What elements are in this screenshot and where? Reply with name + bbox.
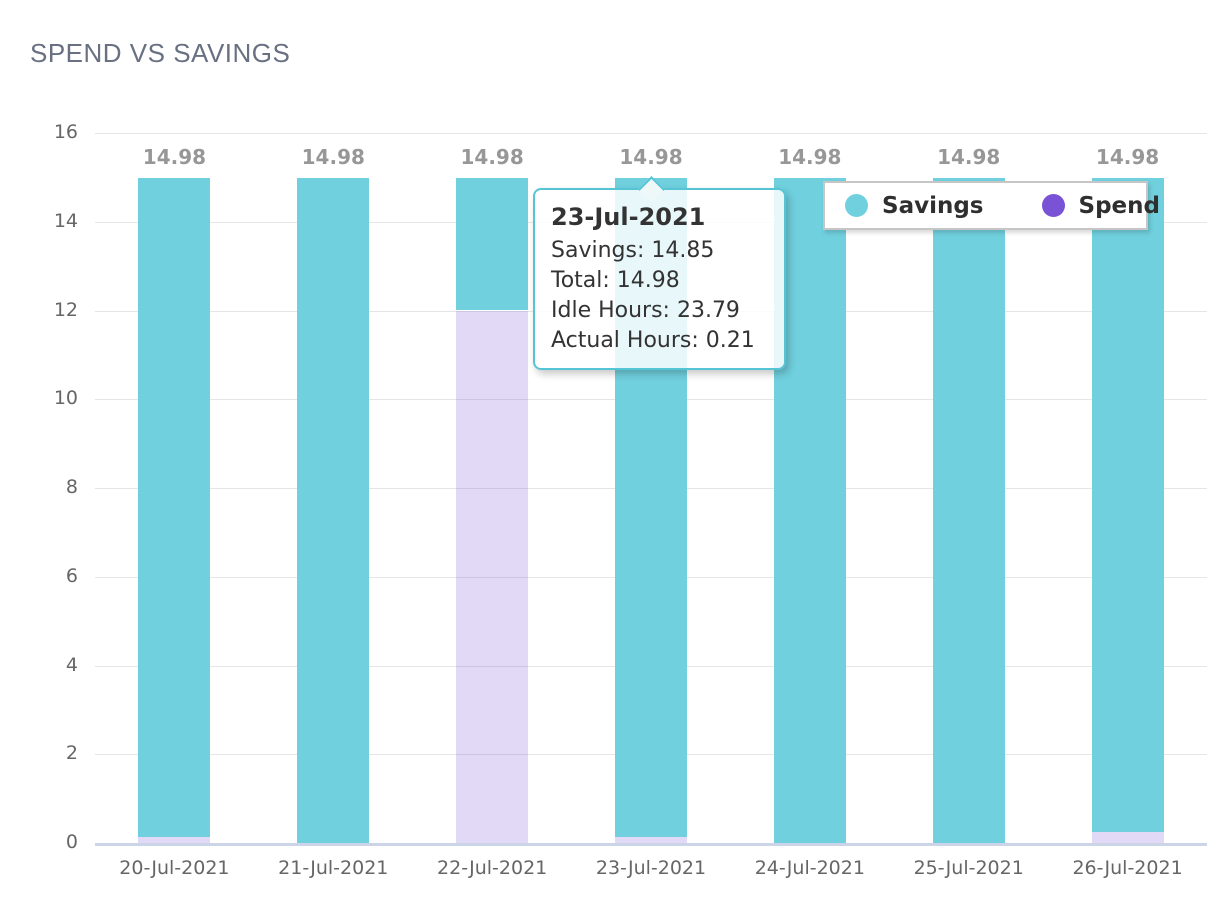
y-axis-label: 2 xyxy=(65,742,78,765)
chart-legend: Savings Spend xyxy=(823,181,1160,230)
y-axis-label: 16 xyxy=(53,121,78,143)
bar-segment-savings[interactable] xyxy=(297,178,370,843)
x-axis-line xyxy=(95,843,1207,846)
x-axis-label: 20-Jul-2021 xyxy=(119,857,230,879)
tooltip-line-savings: Savings: 14.85 xyxy=(551,238,715,263)
bar-segment-savings[interactable] xyxy=(456,178,529,311)
bar-segment-spend[interactable] xyxy=(138,837,211,843)
legend-item-label: Savings xyxy=(882,192,984,219)
bar-value-label: 14.98 xyxy=(460,145,524,170)
savings-dot-icon xyxy=(845,194,868,217)
bar-segment-spend[interactable] xyxy=(456,310,529,843)
y-axis-label: 14 xyxy=(53,209,78,232)
y-axis-label: 8 xyxy=(65,476,78,498)
x-axis-label: 22-Jul-2021 xyxy=(437,857,548,879)
bar-value-label: 14.98 xyxy=(619,145,683,170)
y-axis-label: 10 xyxy=(53,387,78,410)
x-axis-label: 21-Jul-2021 xyxy=(278,857,389,879)
tooltip-line-total: Total: 14.98 xyxy=(551,268,680,293)
bar-value-label: 14.98 xyxy=(778,145,842,170)
tooltip-title: 23-Jul-2021 xyxy=(551,203,706,231)
x-axis-label: 26-Jul-2021 xyxy=(1072,857,1183,879)
spend-dot-icon xyxy=(1041,194,1065,217)
legend-item-spend[interactable]: Spend xyxy=(1041,192,1160,219)
gridline xyxy=(95,133,1207,134)
bar-segment-spend[interactable] xyxy=(1091,831,1164,843)
bar-value-label: 14.98 xyxy=(142,145,207,170)
bar-value-label: 14.98 xyxy=(937,145,1001,170)
bar-segment-savings[interactable] xyxy=(932,178,1005,843)
legend-item-label: Spend xyxy=(1078,192,1160,219)
page-title: SPEND VS SAVINGS xyxy=(30,38,291,68)
y-axis-label: 6 xyxy=(65,564,78,587)
bar-value-label: 14.98 xyxy=(1095,145,1160,170)
y-axis-label: 12 xyxy=(53,298,78,321)
y-axis-label: 4 xyxy=(65,653,78,676)
x-axis-label: 23-Jul-2021 xyxy=(595,857,707,879)
y-axis-label: 0 xyxy=(65,831,78,853)
x-axis-label: 25-Jul-2021 xyxy=(913,857,1024,879)
legend-item-savings[interactable]: Savings xyxy=(845,193,984,219)
bar-value-label: 14.98 xyxy=(301,145,365,170)
bar-segment-savings[interactable] xyxy=(1091,178,1164,832)
bar-segment-savings[interactable] xyxy=(138,178,211,838)
tooltip-line-idle-hours: Idle Hours: 23.79 xyxy=(551,298,740,323)
chart-tooltip: 23-Jul-2021 Savings: 14.85 Total: 14.98 … xyxy=(533,176,786,370)
x-axis-label: 24-Jul-2021 xyxy=(754,857,865,879)
tooltip-line-actual-hours: Actual Hours: 0.21 xyxy=(551,328,755,353)
bar-segment-spend[interactable] xyxy=(615,837,687,843)
